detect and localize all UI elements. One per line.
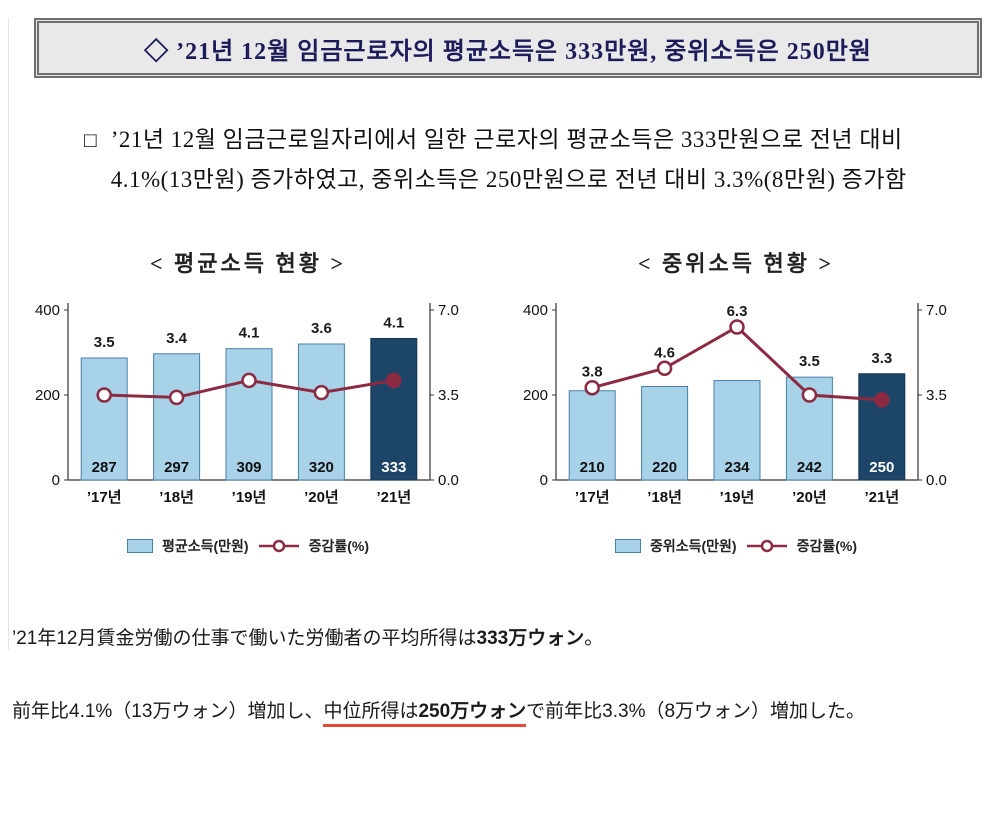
svg-text:0.0: 0.0 [926,472,947,489]
svg-text:4.6: 4.6 [654,344,675,361]
svg-text:234: 234 [724,459,750,476]
median-income-legend: 중위소득(만원) 증감률(%) [500,536,972,556]
svg-text:3.3: 3.3 [871,350,892,367]
legend-line-marker-icon [258,539,299,553]
svg-text:’20년: ’20년 [304,489,339,506]
svg-text:’19년: ’19년 [232,489,267,506]
p2-lead: 前年比4.1%（13万ウォン）増加し、 [12,701,324,723]
svg-text:3.5: 3.5 [94,334,115,351]
svg-text:309: 309 [236,459,261,476]
legend-line-marker-icon [746,539,787,553]
svg-text:220: 220 [652,459,677,476]
svg-text:400: 400 [523,302,548,319]
p2-underline-normal: 中位所得は [323,701,419,723]
svg-text:333: 333 [381,459,406,476]
svg-text:200: 200 [523,387,548,404]
svg-text:7.0: 7.0 [926,302,947,319]
svg-text:0.0: 0.0 [438,472,459,489]
svg-text:4.1: 4.1 [239,325,260,342]
median-income-chart-block: < 중위소득 현황 > 0 200 400 0.0 3.5 7.0 210 ’17년 220 ’1… [500,246,972,556]
avg-income-chart: 0 200 400 0.0 3.5 7.0 287 ’17년 297 ’18년 309 ’19년 320… [35,302,459,506]
svg-text:’21년: ’21년 [376,489,411,506]
p2-tail: で前年比3.3%（8万ウォン）増加した。 [526,701,866,723]
median-income-chart-title: < 중위소득 현황 > [637,251,834,276]
svg-text:7.0: 7.0 [438,302,459,319]
svg-text:6.3: 6.3 [727,303,748,320]
translation-section: ’21年12月賃金労働の仕事で働いた労働者の平均所得は333万ウォン。 前年比4… [0,620,990,730]
median-income-chart: 0 200 400 0.0 3.5 7.0 210 ’17년 220 ’18년 234 ’19년 242… [523,302,947,506]
charts-row: < 평균소득 현황 > 0 200 400 0.0 3.5 7.0 287 ’17년 297 ’1… [0,246,990,556]
translation-paragraph-1: ’21年12月賃金労働の仕事で働いた労働者の平均所得は333万ウォン。 [12,620,976,657]
svg-text:’17년: ’17년 [575,489,610,506]
legend-line-label: 증감률(%) [796,538,858,554]
svg-text:’18년: ’18년 [159,489,194,506]
legend-bar-label: 중위소득(만원) [649,538,737,554]
svg-text:3.5: 3.5 [799,353,820,370]
svg-text:320: 320 [309,459,334,476]
svg-text:4.1: 4.1 [383,314,404,331]
headline-text: ◇ ’21년 12월 임금근로자의 평균소득은 333만원, 중위소득은 250… [144,38,872,65]
svg-text:’19년: ’19년 [720,489,755,506]
svg-text:297: 297 [164,459,189,476]
avg-income-chart-title: < 평균소득 현황 > [149,251,346,276]
summary-paragraph: □ ’21년 12월 임금근로일자리에서 일한 근로자의 평균소득은 333만원… [84,120,942,200]
svg-text:0: 0 [540,472,548,489]
headline-box: ◇ ’21년 12월 임금근로자의 평균소득은 333만원, 중위소득은 250… [34,18,982,78]
svg-text:287: 287 [92,459,117,476]
svg-text:400: 400 [35,302,60,319]
svg-text:0: 0 [52,472,60,489]
p1-tail: 。 [584,628,604,649]
svg-text:3.8: 3.8 [582,364,603,381]
square-bullet: □ [84,128,97,152]
svg-text:200: 200 [35,387,60,404]
page-edge-line [8,18,9,650]
svg-text:’17년: ’17년 [87,489,122,506]
red-underlined-phrase: 中位所得は250万ウォン [323,701,527,728]
svg-text:250: 250 [869,459,894,476]
p2-underline-bold: 250万ウォン [418,701,527,723]
svg-text:3.5: 3.5 [438,387,459,404]
legend-line-label: 증감률(%) [308,538,370,554]
svg-text:242: 242 [797,459,822,476]
svg-text:210: 210 [580,459,605,476]
legend-bar-swatch-icon [126,539,153,553]
svg-text:’20년: ’20년 [792,489,827,506]
p1-bold-value: 333万ウォン [476,628,585,649]
avg-income-chart-block: < 평균소득 현황 > 0 200 400 0.0 3.5 7.0 287 ’17년 297 ’1… [12,246,484,556]
svg-text:’21년: ’21년 [864,489,899,506]
svg-text:3.4: 3.4 [166,330,188,347]
svg-text:’18년: ’18년 [647,489,682,506]
svg-text:3.6: 3.6 [311,320,332,337]
summary-text: ’21년 12월 임금근로일자리에서 일한 근로자의 평균소득은 333만원으로… [110,127,907,192]
page: ◇ ’21년 12월 임금근로자의 평균소득은 333만원, 중위소득은 250… [0,18,990,730]
legend-bar-label: 평균소득(만원) [161,538,249,554]
svg-text:3.5: 3.5 [926,387,947,404]
legend-bar-swatch-icon [614,539,641,553]
translation-paragraph-2: 前年比4.1%（13万ウォン）増加し、中位所得は250万ウォンで前年比3.3%（… [12,693,976,730]
avg-income-legend: 평균소득(만원) 증감률(%) [12,536,484,556]
p1-lead: ’21年12月賃金労働の仕事で働いた労働者の平均所得は [12,628,477,649]
